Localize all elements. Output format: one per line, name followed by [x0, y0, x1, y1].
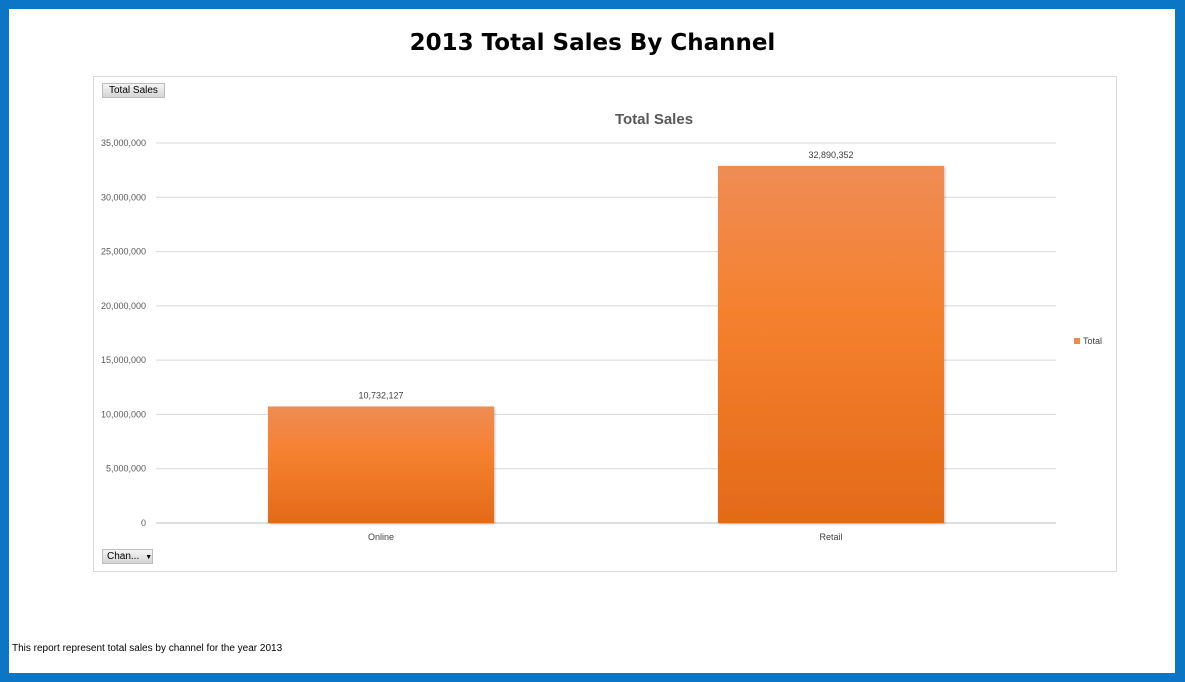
y-tick-label: 30,000,000 [101, 192, 146, 202]
data-label: 32,890,352 [808, 150, 853, 160]
y-tick-label: 15,000,000 [101, 355, 146, 365]
y-tick-label: 0 [141, 518, 146, 528]
y-tick-label: 35,000,000 [101, 138, 146, 148]
chart-title: Total Sales [615, 111, 693, 128]
legend-label: Total [1083, 336, 1102, 346]
legend-swatch [1074, 338, 1080, 344]
chart-area [93, 76, 1117, 572]
dropdown-arrow-icon: ▼ [145, 554, 153, 561]
y-tick-label: 20,000,000 [101, 301, 146, 311]
x-category-label: Online [368, 532, 394, 542]
data-label: 10,732,127 [358, 390, 403, 400]
y-tick-label: 5,000,000 [106, 464, 146, 474]
channel-field-label: Chan... [107, 551, 140, 562]
y-tick-label: 10,000,000 [101, 409, 146, 419]
y-tick-label: 25,000,000 [101, 247, 146, 257]
bar-online [268, 406, 494, 523]
report-description: This report represent total sales by cha… [12, 643, 283, 654]
channel-field-button[interactable]: Chan... ▼ [102, 549, 153, 564]
x-category-label: Retail [819, 532, 842, 542]
values-field-button[interactable]: Total Sales [102, 83, 165, 98]
page-title: 2013 Total Sales By Channel [409, 30, 776, 56]
bar-retail [718, 165, 944, 523]
